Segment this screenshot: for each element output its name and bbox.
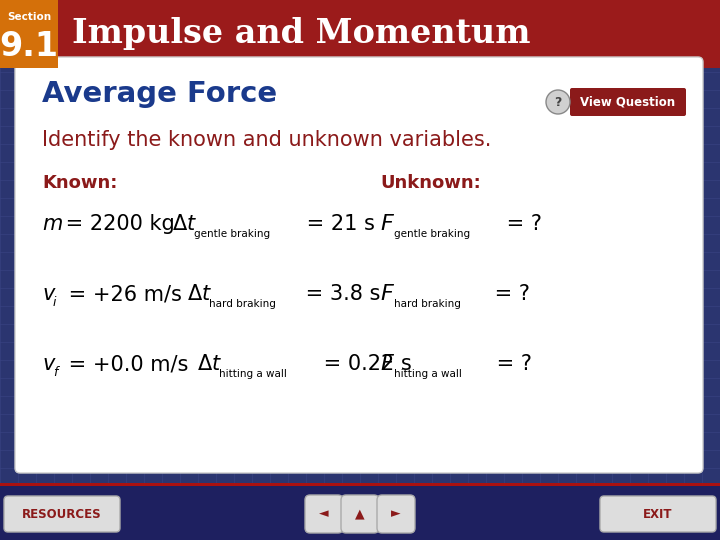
Text: = ?: = ? <box>500 214 542 234</box>
Bar <box>0 0 58 68</box>
Text: ►: ► <box>391 508 401 521</box>
Text: i: i <box>53 296 56 309</box>
FancyBboxPatch shape <box>600 496 716 532</box>
FancyBboxPatch shape <box>570 88 686 116</box>
Text: $\mathbf{\mathit{F}}$: $\mathbf{\mathit{F}}$ <box>380 284 395 304</box>
FancyBboxPatch shape <box>341 495 379 533</box>
Text: $\Delta t$: $\Delta t$ <box>187 284 212 304</box>
Bar <box>0 486 720 540</box>
FancyBboxPatch shape <box>377 495 415 533</box>
Text: $\mathit{v}$: $\mathit{v}$ <box>42 284 57 304</box>
FancyBboxPatch shape <box>305 495 343 533</box>
Bar <box>0 483 720 486</box>
Text: = +26 m/s: = +26 m/s <box>62 284 182 304</box>
Text: Impulse and Momentum: Impulse and Momentum <box>72 17 531 51</box>
Text: gentle braking: gentle braking <box>194 229 270 239</box>
Text: $\mathbf{\mathit{F}}$: $\mathbf{\mathit{F}}$ <box>380 354 395 374</box>
Text: = 3.8 s: = 3.8 s <box>299 284 380 304</box>
Bar <box>0 0 720 68</box>
Text: hitting a wall: hitting a wall <box>219 369 287 379</box>
Text: gentle braking: gentle braking <box>394 229 470 239</box>
Text: Known:: Known: <box>42 174 117 192</box>
Text: ◄: ◄ <box>319 508 329 521</box>
Text: hitting a wall: hitting a wall <box>394 369 462 379</box>
Text: = ?: = ? <box>488 284 530 304</box>
Text: $\Delta t$: $\Delta t$ <box>197 354 222 374</box>
Text: RESOURCES: RESOURCES <box>22 508 102 521</box>
Text: ▲: ▲ <box>355 508 365 521</box>
Text: f: f <box>53 366 58 379</box>
Text: = ?: = ? <box>490 354 532 374</box>
Text: Section: Section <box>7 12 51 22</box>
FancyBboxPatch shape <box>4 496 120 532</box>
Text: = +0.0 m/s: = +0.0 m/s <box>62 354 189 374</box>
Text: = 21 s: = 21 s <box>300 214 375 234</box>
FancyBboxPatch shape <box>15 57 703 473</box>
Text: hard braking: hard braking <box>394 299 461 309</box>
Text: = 2200 kg: = 2200 kg <box>59 214 175 234</box>
Text: Unknown:: Unknown: <box>380 174 481 192</box>
Text: View Question: View Question <box>580 96 675 109</box>
Text: hard braking: hard braking <box>209 299 276 309</box>
Text: Identify the known and unknown variables.: Identify the known and unknown variables… <box>42 130 491 150</box>
Text: = 0.22 s: = 0.22 s <box>317 354 412 374</box>
Text: $m$: $m$ <box>42 214 63 234</box>
Text: $\Delta t$: $\Delta t$ <box>172 214 197 234</box>
Text: EXIT: EXIT <box>643 508 672 521</box>
Text: $\mathit{v}$: $\mathit{v}$ <box>42 354 57 374</box>
Circle shape <box>546 90 570 114</box>
Text: $\mathbf{\mathit{F}}$: $\mathbf{\mathit{F}}$ <box>380 214 395 234</box>
Text: 9.1: 9.1 <box>0 30 58 63</box>
Text: ?: ? <box>554 96 562 109</box>
Text: Average Force: Average Force <box>42 80 277 108</box>
